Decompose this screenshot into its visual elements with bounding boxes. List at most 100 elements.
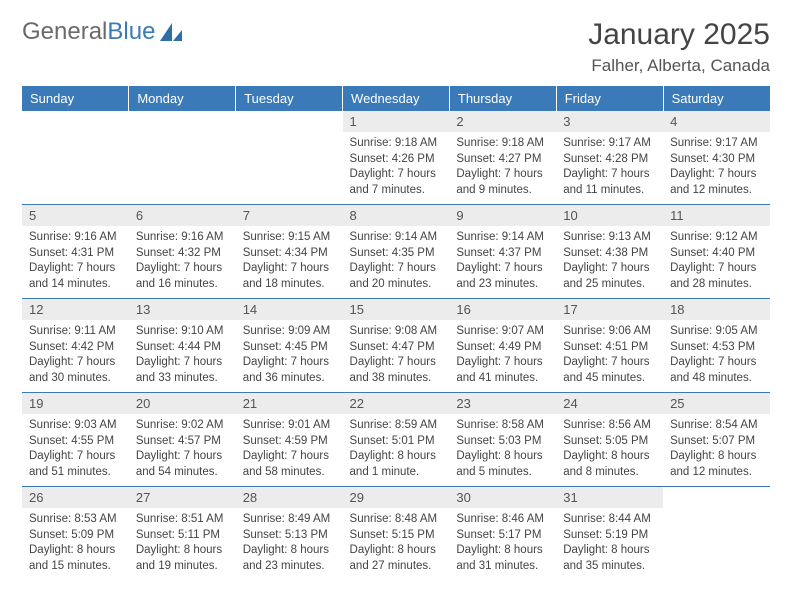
daylight-text: Daylight: 7 hours and 20 minutes. bbox=[350, 261, 443, 292]
day-details: Sunrise: 9:05 AMSunset: 4:53 PMDaylight:… bbox=[663, 320, 770, 392]
calendar-cell: 28Sunrise: 8:49 AMSunset: 5:13 PMDayligh… bbox=[236, 487, 343, 581]
daylight-text: Daylight: 8 hours and 15 minutes. bbox=[29, 543, 122, 574]
calendar-week-row: 19Sunrise: 9:03 AMSunset: 4:55 PMDayligh… bbox=[22, 393, 770, 487]
calendar-cell: 19Sunrise: 9:03 AMSunset: 4:55 PMDayligh… bbox=[22, 393, 129, 487]
calendar-cell: 25Sunrise: 8:54 AMSunset: 5:07 PMDayligh… bbox=[663, 393, 770, 487]
day-number: 17 bbox=[556, 299, 663, 320]
sunset-text: Sunset: 5:15 PM bbox=[350, 528, 443, 544]
day-number: 14 bbox=[236, 299, 343, 320]
daylight-text: Daylight: 7 hours and 30 minutes. bbox=[29, 355, 122, 386]
sunset-text: Sunset: 4:42 PM bbox=[29, 340, 122, 356]
daylight-text: Daylight: 7 hours and 25 minutes. bbox=[563, 261, 656, 292]
calendar-body: 1Sunrise: 9:18 AMSunset: 4:26 PMDaylight… bbox=[22, 111, 770, 580]
sunrise-text: Sunrise: 9:06 AM bbox=[563, 324, 656, 340]
sunset-text: Sunset: 4:31 PM bbox=[29, 246, 122, 262]
sunset-text: Sunset: 4:45 PM bbox=[243, 340, 336, 356]
day-number: 1 bbox=[343, 111, 450, 132]
day-details: Sunrise: 9:17 AMSunset: 4:30 PMDaylight:… bbox=[663, 132, 770, 204]
calendar-cell: 4Sunrise: 9:17 AMSunset: 4:30 PMDaylight… bbox=[663, 111, 770, 205]
calendar-cell: 3Sunrise: 9:17 AMSunset: 4:28 PMDaylight… bbox=[556, 111, 663, 205]
sunset-text: Sunset: 4:32 PM bbox=[136, 246, 229, 262]
calendar-cell: 22Sunrise: 8:59 AMSunset: 5:01 PMDayligh… bbox=[343, 393, 450, 487]
calendar-cell bbox=[663, 487, 770, 581]
day-number: 24 bbox=[556, 393, 663, 414]
calendar-cell: 16Sunrise: 9:07 AMSunset: 4:49 PMDayligh… bbox=[449, 299, 556, 393]
calendar-cell: 17Sunrise: 9:06 AMSunset: 4:51 PMDayligh… bbox=[556, 299, 663, 393]
day-number: 15 bbox=[343, 299, 450, 320]
day-number: 28 bbox=[236, 487, 343, 508]
weekday-header: Wednesday bbox=[343, 86, 450, 111]
calendar-cell: 31Sunrise: 8:44 AMSunset: 5:19 PMDayligh… bbox=[556, 487, 663, 581]
day-number: 27 bbox=[129, 487, 236, 508]
calendar-cell: 27Sunrise: 8:51 AMSunset: 5:11 PMDayligh… bbox=[129, 487, 236, 581]
sunset-text: Sunset: 5:07 PM bbox=[670, 434, 763, 450]
sunset-text: Sunset: 4:34 PM bbox=[243, 246, 336, 262]
sunrise-text: Sunrise: 9:16 AM bbox=[29, 230, 122, 246]
sunrise-text: Sunrise: 9:17 AM bbox=[563, 136, 656, 152]
sunset-text: Sunset: 5:09 PM bbox=[29, 528, 122, 544]
sunset-text: Sunset: 4:28 PM bbox=[563, 152, 656, 168]
daylight-text: Daylight: 7 hours and 45 minutes. bbox=[563, 355, 656, 386]
daylight-text: Daylight: 7 hours and 36 minutes. bbox=[243, 355, 336, 386]
day-details: Sunrise: 8:58 AMSunset: 5:03 PMDaylight:… bbox=[449, 414, 556, 486]
day-number bbox=[236, 111, 343, 132]
day-details: Sunrise: 8:48 AMSunset: 5:15 PMDaylight:… bbox=[343, 508, 450, 580]
sunset-text: Sunset: 5:17 PM bbox=[456, 528, 549, 544]
calendar-week-row: 5Sunrise: 9:16 AMSunset: 4:31 PMDaylight… bbox=[22, 205, 770, 299]
day-number bbox=[129, 111, 236, 132]
day-number: 31 bbox=[556, 487, 663, 508]
sunrise-text: Sunrise: 9:01 AM bbox=[243, 418, 336, 434]
daylight-text: Daylight: 7 hours and 7 minutes. bbox=[350, 167, 443, 198]
sunrise-text: Sunrise: 9:14 AM bbox=[350, 230, 443, 246]
sunrise-text: Sunrise: 9:15 AM bbox=[243, 230, 336, 246]
calendar-cell: 9Sunrise: 9:14 AMSunset: 4:37 PMDaylight… bbox=[449, 205, 556, 299]
calendar-cell bbox=[236, 111, 343, 205]
daylight-text: Daylight: 7 hours and 41 minutes. bbox=[456, 355, 549, 386]
day-number bbox=[22, 111, 129, 132]
day-number: 8 bbox=[343, 205, 450, 226]
brand-logo: GeneralBlue bbox=[22, 18, 184, 46]
sunrise-text: Sunrise: 8:53 AM bbox=[29, 512, 122, 528]
day-details: Sunrise: 9:01 AMSunset: 4:59 PMDaylight:… bbox=[236, 414, 343, 486]
day-number: 9 bbox=[449, 205, 556, 226]
calendar-week-row: 26Sunrise: 8:53 AMSunset: 5:09 PMDayligh… bbox=[22, 487, 770, 581]
sunrise-text: Sunrise: 8:54 AM bbox=[670, 418, 763, 434]
sunrise-text: Sunrise: 8:51 AM bbox=[136, 512, 229, 528]
day-number: 11 bbox=[663, 205, 770, 226]
day-number: 13 bbox=[129, 299, 236, 320]
day-details: Sunrise: 9:10 AMSunset: 4:44 PMDaylight:… bbox=[129, 320, 236, 392]
sunrise-text: Sunrise: 9:03 AM bbox=[29, 418, 122, 434]
calendar-cell: 5Sunrise: 9:16 AMSunset: 4:31 PMDaylight… bbox=[22, 205, 129, 299]
sunrise-text: Sunrise: 9:08 AM bbox=[350, 324, 443, 340]
sunset-text: Sunset: 5:03 PM bbox=[456, 434, 549, 450]
sunset-text: Sunset: 4:47 PM bbox=[350, 340, 443, 356]
sunset-text: Sunset: 4:35 PM bbox=[350, 246, 443, 262]
daylight-text: Daylight: 7 hours and 51 minutes. bbox=[29, 449, 122, 480]
sunrise-text: Sunrise: 9:07 AM bbox=[456, 324, 549, 340]
calendar-cell: 18Sunrise: 9:05 AMSunset: 4:53 PMDayligh… bbox=[663, 299, 770, 393]
calendar-cell: 8 Sunrise: 9:14 AMSunset: 4:35 PMDaylight… bbox=[343, 205, 450, 299]
sunset-text: Sunset: 4:38 PM bbox=[563, 246, 656, 262]
day-details: Sunrise: 9:13 AMSunset: 4:38 PMDaylight:… bbox=[556, 226, 663, 298]
day-details: Sunrise: 9:09 AMSunset: 4:45 PMDaylight:… bbox=[236, 320, 343, 392]
weekday-header: Sunday bbox=[22, 86, 129, 111]
sunset-text: Sunset: 4:53 PM bbox=[670, 340, 763, 356]
sunset-text: Sunset: 4:57 PM bbox=[136, 434, 229, 450]
month-title: January 2025 bbox=[588, 18, 770, 52]
day-details: Sunrise: 8:59 AMSunset: 5:01 PMDaylight:… bbox=[343, 414, 450, 486]
day-number: 4 bbox=[663, 111, 770, 132]
day-number: 26 bbox=[22, 487, 129, 508]
sunset-text: Sunset: 4:59 PM bbox=[243, 434, 336, 450]
sunrise-text: Sunrise: 9:18 AM bbox=[350, 136, 443, 152]
calendar-cell: 13Sunrise: 9:10 AMSunset: 4:44 PMDayligh… bbox=[129, 299, 236, 393]
calendar-cell: 26 Sunrise: 8:53 AMSunset: 5:09 PMDayligh… bbox=[22, 487, 129, 581]
weekday-header: Friday bbox=[556, 86, 663, 111]
sunrise-text: Sunrise: 9:09 AM bbox=[243, 324, 336, 340]
calendar-cell: 24Sunrise: 8:56 AMSunset: 5:05 PMDayligh… bbox=[556, 393, 663, 487]
sunrise-text: Sunrise: 8:59 AM bbox=[350, 418, 443, 434]
day-number: 19 bbox=[22, 393, 129, 414]
daylight-text: Daylight: 8 hours and 27 minutes. bbox=[350, 543, 443, 574]
calendar-cell: 6Sunrise: 9:16 AMSunset: 4:32 PMDaylight… bbox=[129, 205, 236, 299]
day-details: Sunrise: 8:49 AMSunset: 5:13 PMDaylight:… bbox=[236, 508, 343, 580]
calendar-cell bbox=[129, 111, 236, 205]
